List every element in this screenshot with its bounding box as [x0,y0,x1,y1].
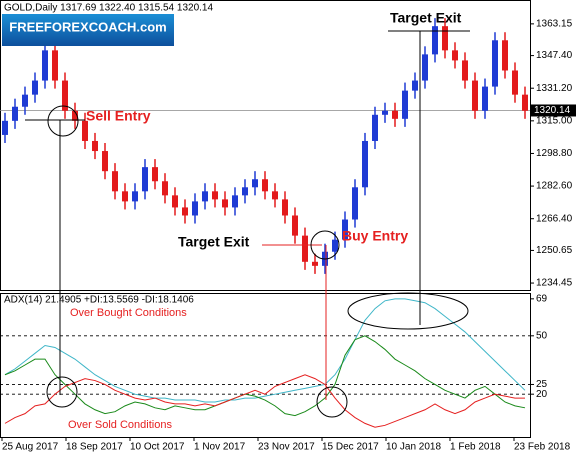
y-tick-label: 1298.80 [536,148,573,159]
indicator-line [4,298,526,403]
candle-body [472,80,478,111]
candle-body [62,80,68,111]
logo-box [2,14,174,46]
annotation: Target Exit [390,10,462,26]
indicator-line [4,335,526,417]
x-tick-label: 10 Jan 2018 [386,442,441,453]
y-tick-label: 69 [536,293,548,304]
annotation: Over Bought Conditions [70,307,187,319]
price-header: GOLD,Daily 1317.69 1322.40 1315.54 1320.… [4,3,213,14]
x-tick-label: 23 Nov 2017 [258,442,315,453]
annotation: Target Exit [178,234,250,250]
y-tick-label: 1347.40 [536,50,573,61]
candle-body [512,70,518,95]
y-tick-label: 1266.40 [536,213,573,224]
candle-body [182,207,188,216]
candle-body [202,191,208,202]
candle-body [122,191,128,202]
candle-body [252,179,258,188]
x-tick-label: 15 Dec 2017 [322,442,379,453]
indicator-line [4,374,525,428]
candle-body [422,54,428,81]
indicator-frame [0,293,531,438]
circle [47,105,79,137]
candle-body [262,179,268,192]
candle-body [362,140,368,188]
x-tick-label: 1 Feb 2018 [450,442,501,453]
candle-body [432,26,438,55]
y-tick-label: 1282.60 [536,181,573,192]
candle-body [482,86,488,111]
candle-body [112,171,118,192]
annotation: Over Sold Conditions [68,419,172,431]
candle-body [492,40,498,87]
y-tick-label: 1331.20 [536,83,573,94]
candle-body [342,219,348,240]
candle-body [172,195,178,208]
candle-body [242,187,248,196]
price-frame [0,0,531,291]
candle-body [282,199,288,216]
y-tick-label: 50 [536,330,548,341]
x-tick-label: 25 Aug 2017 [2,442,59,453]
candle-body [82,120,88,141]
candle-body [42,50,48,81]
annotation-shapes [25,30,470,418]
y-tick-label: 1315.00 [536,115,573,126]
circle [310,230,340,260]
y-tick-label: 1250.65 [536,245,573,256]
candle-body [102,151,108,172]
candle-body [12,106,18,121]
x-tick-label: 10 Oct 2017 [130,442,185,453]
candle-body [272,191,278,200]
circle [46,376,78,408]
candle-body [312,261,318,266]
candle-body [452,50,458,61]
last-price-label: 1320.14 [534,105,571,116]
candle-body [52,50,58,81]
circle [316,386,348,418]
y-tick-label: 1234.45 [536,278,573,289]
candle-body [412,80,418,91]
candle-body [92,140,98,152]
candle-body [162,181,168,196]
candle-body [302,235,308,262]
y-tick-label: 1363.15 [536,19,573,30]
candle-body [402,90,408,119]
candle-body [72,110,78,121]
candle-body [372,114,378,141]
y-tick-label: 25 [536,379,548,390]
candle-body [142,167,148,192]
candle-body [212,191,218,200]
candle-body [332,239,338,252]
candle-body [502,40,508,71]
candle-body [22,94,28,107]
candle-body [152,167,158,182]
candle-body [2,120,8,135]
candle-body [442,26,448,51]
candle-body [192,201,198,216]
candle-body [222,199,228,208]
candle-body [522,94,528,111]
x-tick-label: 18 Sep 2017 [66,442,123,453]
candle-body [32,80,38,95]
x-tick-label: 23 Feb 2018 [514,442,571,453]
last-price-box [530,104,576,117]
logo: FREEFOREXCOACH.com [9,19,166,34]
candle-body [382,110,388,115]
x-tick-label: 1 Nov 2017 [194,442,246,453]
annotation: Sell Entry [86,108,151,124]
candle-body [292,215,298,236]
candle-body [232,195,238,208]
y-tick-label: 20 [536,389,548,400]
annotation: Buy Entry [342,228,408,244]
candle-body [352,187,358,220]
candle-body [392,110,398,119]
candle-body [132,191,138,202]
ellipse [347,292,469,330]
indicator-header: ADX(14) 21.4905 +DI:13.5569 -DI:18.1406 [4,295,194,306]
candle-body [462,60,468,81]
